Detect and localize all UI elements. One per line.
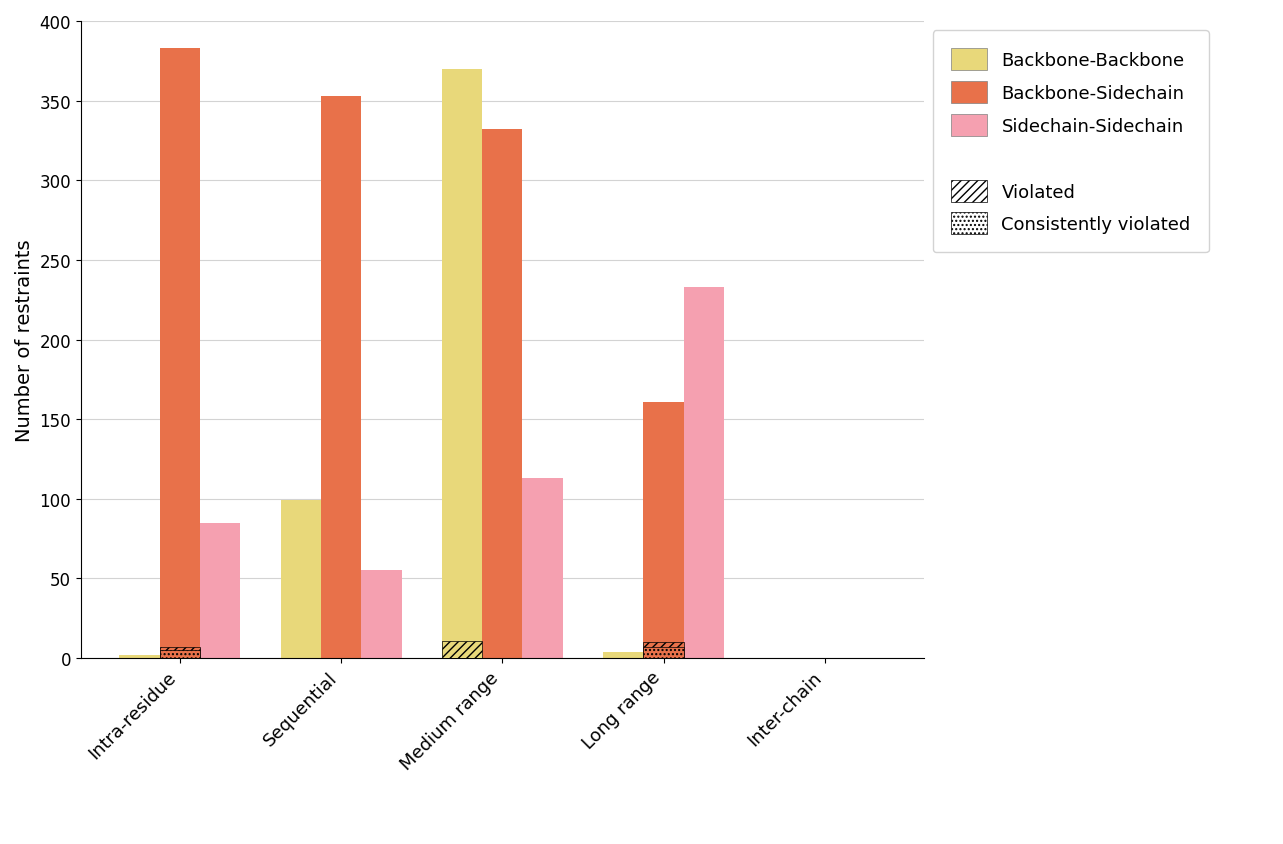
Bar bbox=[482, 130, 522, 658]
Bar bbox=[644, 647, 684, 658]
Bar bbox=[159, 49, 200, 658]
Bar bbox=[119, 655, 159, 658]
Y-axis label: Number of restraints: Number of restraints bbox=[15, 239, 35, 441]
Bar bbox=[441, 641, 482, 658]
Bar bbox=[159, 647, 200, 658]
Bar bbox=[644, 403, 684, 658]
Bar bbox=[200, 523, 240, 658]
Bar bbox=[603, 652, 644, 658]
Bar bbox=[522, 479, 563, 658]
Bar bbox=[644, 642, 684, 658]
Bar bbox=[281, 500, 321, 658]
Bar bbox=[159, 651, 200, 658]
Bar bbox=[684, 288, 724, 658]
Bar bbox=[441, 70, 482, 658]
Bar bbox=[362, 571, 402, 658]
Bar bbox=[321, 97, 362, 658]
Legend: Backbone-Backbone, Backbone-Sidechain, Sidechain-Sidechain, , Violated, Consiste: Backbone-Backbone, Backbone-Sidechain, S… bbox=[933, 31, 1209, 253]
